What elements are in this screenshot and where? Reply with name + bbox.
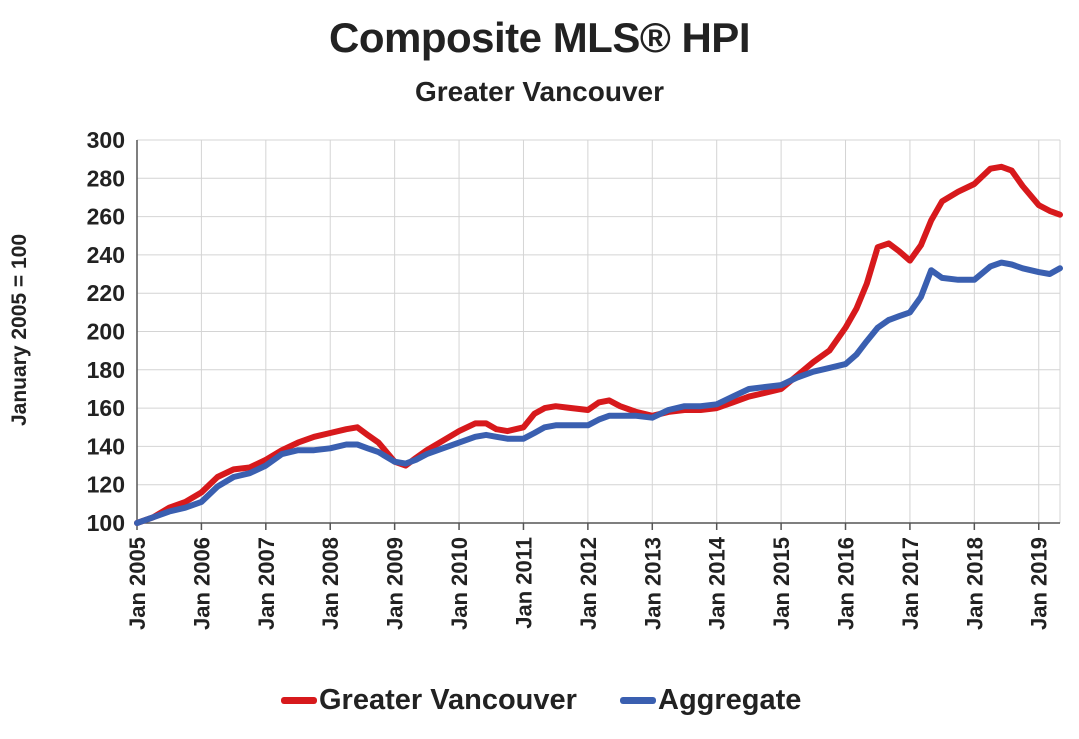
y-tick-label: 280 xyxy=(87,165,125,191)
x-tick-label: Jan 2007 xyxy=(254,537,279,630)
y-tick-label: 160 xyxy=(87,395,125,421)
y-tick-label: 240 xyxy=(87,242,125,268)
x-tick-label: Jan 2009 xyxy=(383,537,408,630)
legend-swatch-greater-vancouver xyxy=(281,697,317,704)
y-tick-label: 180 xyxy=(87,357,125,383)
x-tick-label: Jan 2008 xyxy=(318,537,343,630)
y-axis-label: January 2005 = 100 xyxy=(8,234,31,426)
legend-item-greater-vancouver: Greater Vancouver xyxy=(281,684,577,717)
x-tick-label: Jan 2011 xyxy=(511,537,536,629)
gridlines xyxy=(136,139,1061,524)
y-tick-label: 100 xyxy=(87,510,125,536)
legend-label: Greater Vancouver xyxy=(319,684,577,716)
series-lines xyxy=(134,163,1063,526)
y-tick-label: 200 xyxy=(87,319,125,345)
legend: Greater Vancouver Aggregate xyxy=(0,684,1079,724)
x-tick-label: Jan 2012 xyxy=(576,537,601,630)
legend-swatch-aggregate xyxy=(620,697,656,704)
x-tick-label: Jan 2018 xyxy=(962,537,987,630)
x-tick-label: Jan 2019 xyxy=(1027,537,1052,630)
x-tick-label: Jan 2005 xyxy=(125,537,150,630)
y-tick-label: 120 xyxy=(87,472,125,498)
y-tick-label: 220 xyxy=(87,280,125,306)
x-tick-label: Jan 2015 xyxy=(769,537,794,630)
x-tick-label: Jan 2013 xyxy=(640,537,665,630)
legend-label: Aggregate xyxy=(658,684,802,716)
y-tick-label: 260 xyxy=(87,204,125,230)
x-tick-label: Jan 2016 xyxy=(834,537,859,630)
legend-item-aggregate: Aggregate xyxy=(620,684,801,717)
x-tick-label: Jan 2017 xyxy=(898,537,923,630)
x-tick-label: Jan 2010 xyxy=(447,537,472,630)
x-tick-label: Jan 2014 xyxy=(705,536,730,630)
y-tick-label: 300 xyxy=(87,127,125,153)
chart-title: Composite MLS® HPI xyxy=(329,14,750,61)
series-line-aggregate xyxy=(134,259,1063,526)
series-line-greater-vancouver xyxy=(134,163,1063,526)
y-tick-label: 140 xyxy=(87,433,125,459)
chart-subtitle: Greater Vancouver xyxy=(414,76,665,107)
axes: 100 120 140 160 180 200 220 240 260 280 300 Jan 200… xyxy=(87,127,1060,630)
x-tick-label: Jan 2006 xyxy=(189,537,214,630)
